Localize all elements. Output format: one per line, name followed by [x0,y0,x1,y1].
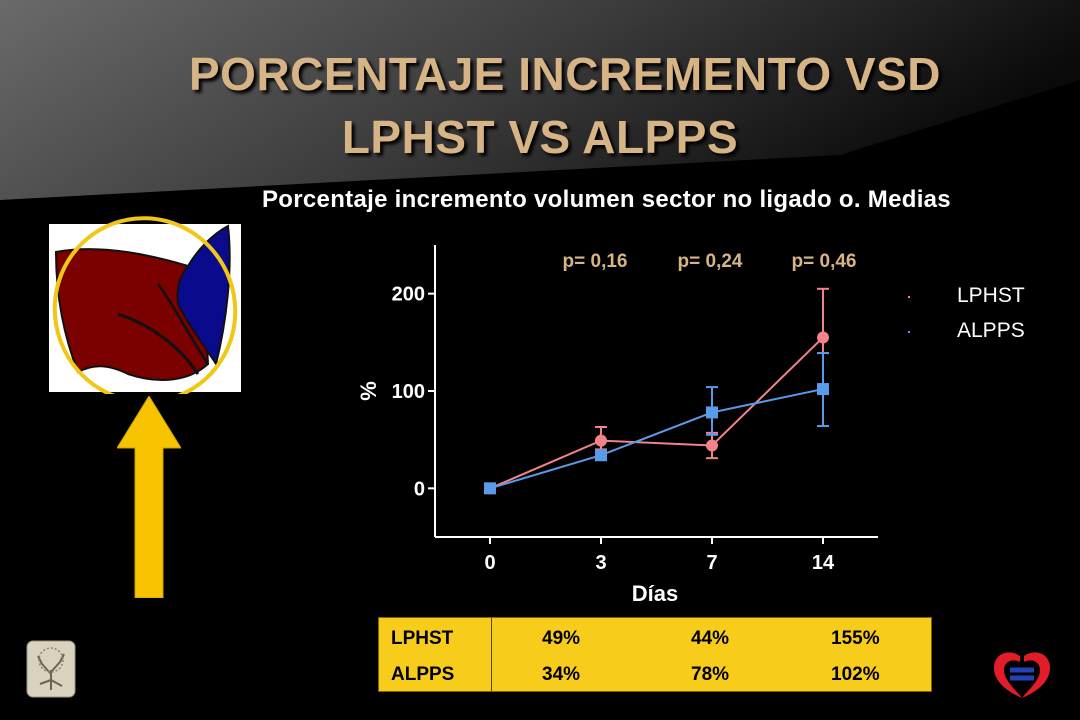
liver-right-lobe [176,224,231,367]
table-row: ALPPS 34% 78% 102% [379,656,931,693]
series-lphst [484,287,829,495]
line-chart: p= 0,16 p= 0,24 p= 0,46 0 100 200 0 3 7 14 % Dí… [356,245,910,606]
x-tick-label: 14 [812,552,835,574]
data-point [484,482,496,495]
liver-vessel-line [156,283,210,365]
tree-logo-icon [26,640,76,698]
liver-diagram [49,216,241,394]
results-table: LPHST 49% 44% 155% ALPPS 34% 78% 102% [378,617,932,692]
x-tick-label: 7 [706,552,717,574]
slide-subtitle: Porcentaje incremento volumen sector no … [262,186,951,213]
liver-left-lobe [54,248,210,381]
data-point [595,449,607,462]
p-value-labels: p= 0,16 p= 0,24 p= 0,46 [563,251,857,272]
data-point [595,434,607,447]
y-axis-label: % [356,381,381,401]
p-value-label: p= 0,46 [792,251,857,272]
legend-label-alpps: ALPPS [957,319,1025,342]
chart-legend [908,296,910,333]
table-cell: 155% [831,628,880,649]
x-axis-label: Días [632,581,678,606]
table-divider [491,618,492,691]
legend-label-lphst: LPHST [957,284,1025,307]
liver-highlight-ellipse [52,216,238,394]
up-arrow-icon [117,396,181,598]
data-point [817,383,829,396]
table-row-label: LPHST [391,628,454,649]
series-line [489,336,824,490]
y-tick-label: 0 [414,478,425,500]
series-alpps [484,352,829,495]
table-cell: 44% [691,628,730,649]
table-row: LPHST 49% 44% 155% [379,620,931,657]
table-cell: 78% [691,664,730,685]
y-tick-label: 200 [392,284,425,306]
table-cell: 102% [831,664,880,685]
y-tick-label: 100 [392,381,425,403]
p-value-label: p= 0,24 [678,251,743,272]
x-tick-label: 0 [484,552,495,574]
x-tick-label: 3 [595,552,606,574]
brand-logo-icon [994,652,1050,698]
data-point [706,439,718,452]
p-value-label: p= 0,16 [563,251,628,272]
slide-title-line-1: PORCENTAJE INCREMENTO VSD [188,48,941,100]
table-cell: 49% [542,628,581,649]
table-row-label: ALPPS [391,664,455,685]
table-cell: 34% [542,664,581,685]
data-point [706,406,718,419]
x-axis-ticks: 0 3 7 14 [484,537,835,574]
data-point [817,331,829,344]
slide-title-line-2: LPHST VS ALPPS [341,111,739,163]
y-axis-ticks: 0 100 200 [392,284,435,500]
chart-series [484,287,829,495]
liver-vessel-line [117,312,200,375]
series-line [489,388,824,490]
